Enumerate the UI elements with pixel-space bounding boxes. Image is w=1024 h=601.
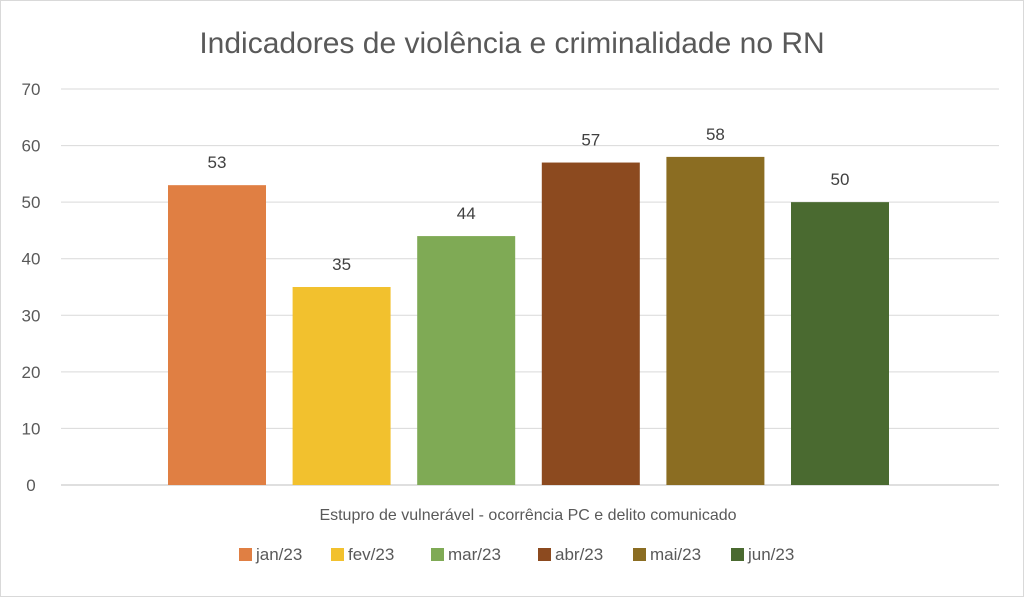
data-label: 53 bbox=[208, 153, 227, 172]
legend-swatch bbox=[538, 548, 551, 561]
legend-label: mai/23 bbox=[650, 545, 701, 564]
y-tick-label: 60 bbox=[22, 137, 41, 156]
y-tick-label: 20 bbox=[22, 363, 41, 382]
data-labels: 53 35 44 57 58 50 bbox=[208, 125, 850, 274]
legend-label: jan/23 bbox=[255, 545, 302, 564]
y-tick-label: 50 bbox=[22, 193, 41, 212]
legend-label: abr/23 bbox=[555, 545, 603, 564]
bars bbox=[168, 156, 889, 486]
y-tick-label: 40 bbox=[22, 250, 41, 269]
y-tick-label: 70 bbox=[22, 80, 41, 99]
legend-label: fev/23 bbox=[348, 545, 394, 564]
data-label: 57 bbox=[581, 131, 600, 150]
bar bbox=[168, 185, 266, 485]
y-tick-label: 10 bbox=[22, 419, 41, 438]
legend-label: mar/23 bbox=[448, 545, 501, 564]
legend-label: jun/23 bbox=[747, 545, 794, 564]
bar bbox=[791, 202, 889, 485]
bar bbox=[666, 156, 765, 485]
legend: jan/23 fev/23 mar/23 abr/23 mai/23 jun/23 bbox=[239, 545, 794, 564]
bar bbox=[541, 162, 640, 486]
data-label: 35 bbox=[332, 255, 351, 274]
data-label: 50 bbox=[831, 170, 850, 189]
chart-title: Indicadores de violência e criminalidade… bbox=[199, 27, 824, 60]
category-label: Estupro de vulnerável - ocorrência PC e … bbox=[319, 507, 736, 524]
bar bbox=[417, 236, 516, 485]
y-tick-label: 0 bbox=[26, 476, 35, 495]
legend-swatch bbox=[239, 548, 252, 561]
legend-swatch bbox=[431, 548, 444, 561]
legend-swatch bbox=[331, 548, 344, 561]
y-axis: 0 10 20 30 40 50 60 70 bbox=[22, 80, 41, 495]
data-label: 58 bbox=[706, 125, 725, 144]
legend-swatch bbox=[633, 548, 646, 561]
bar bbox=[292, 287, 391, 485]
legend-swatch bbox=[731, 548, 744, 561]
data-label: 44 bbox=[457, 204, 476, 223]
y-tick-label: 30 bbox=[22, 306, 41, 325]
